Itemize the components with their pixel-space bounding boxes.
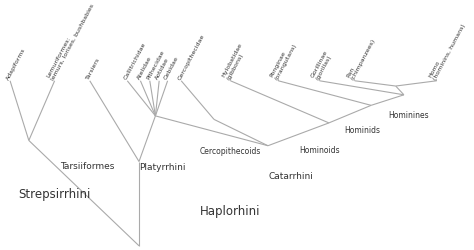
Text: Homo
(hominins, humans): Homo (hominins, humans) [428, 20, 466, 80]
Text: Adapiforms: Adapiforms [6, 47, 27, 80]
Text: Hominids: Hominids [345, 126, 381, 135]
Text: Tarsiers: Tarsiers [85, 57, 101, 80]
Text: Atelidae: Atelidae [136, 56, 153, 80]
Text: Hominoids: Hominoids [299, 145, 340, 154]
Text: Hominines: Hominines [388, 110, 429, 119]
Text: Ponginae
(orangutans): Ponginae (orangutans) [269, 40, 297, 80]
Text: Catarrhini: Catarrhini [269, 172, 314, 180]
Text: Cebidae: Cebidae [163, 56, 180, 80]
Text: Pithecidae: Pithecidae [146, 50, 165, 80]
Text: Haplorhini: Haplorhini [200, 204, 261, 217]
Text: Aotidae: Aotidae [155, 57, 171, 80]
Text: Gorillinae
(gorillas): Gorillinae (gorillas) [310, 49, 334, 80]
Text: Cercopithecidae: Cercopithecidae [177, 33, 205, 80]
Text: Pan
(chimpanzees): Pan (chimpanzees) [346, 35, 376, 80]
Text: Hylobatidae
(gibbons): Hylobatidae (gibbons) [221, 42, 248, 80]
Text: Strepsirrhini: Strepsirrhini [18, 187, 91, 200]
Text: Platyrrhini: Platyrrhini [139, 163, 186, 172]
Text: Tarsiiformes: Tarsiiformes [60, 161, 115, 170]
Text: Callitrichidae: Callitrichidae [123, 42, 147, 80]
Text: Cercopithecoids: Cercopithecoids [200, 147, 261, 156]
Text: Lemuriformes:
lemurs, lorises, bushbabies: Lemuriformes: lemurs, lorises, bushbabie… [46, 0, 95, 80]
